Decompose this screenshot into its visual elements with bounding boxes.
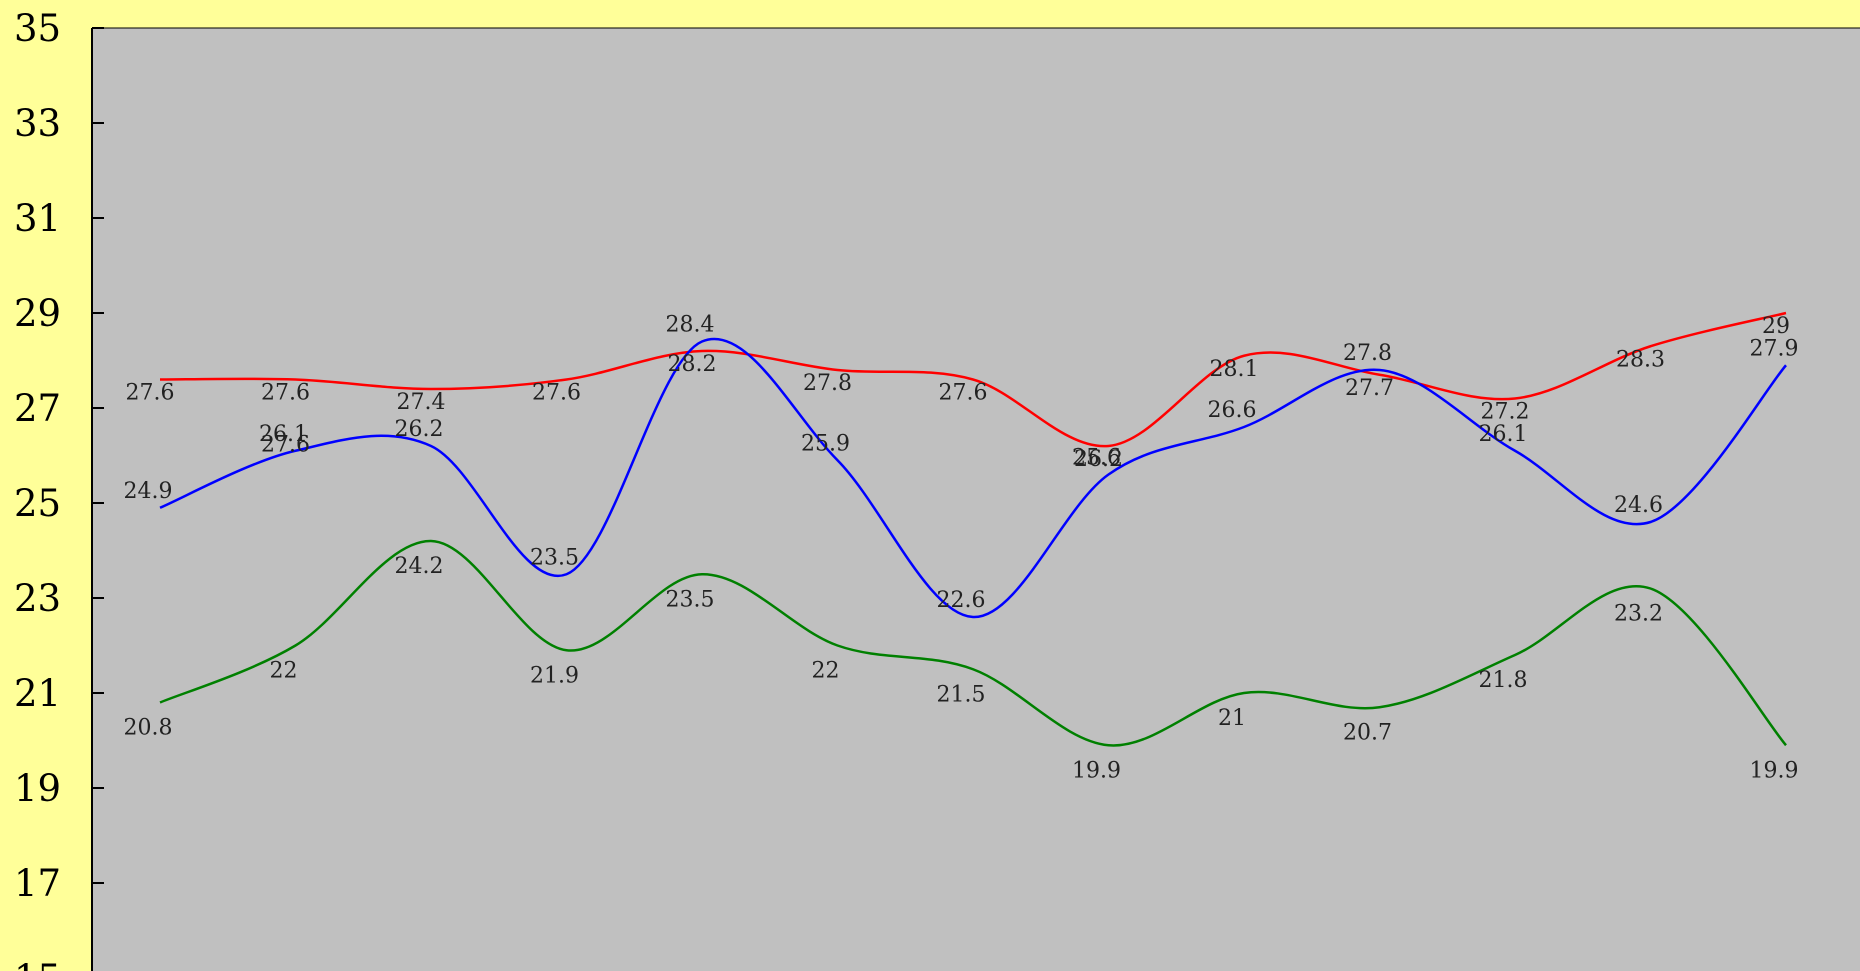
y-tick-label: 23	[14, 577, 61, 620]
data-label: 28.2	[668, 352, 717, 377]
data-label: 27.6	[126, 381, 175, 406]
data-labels: 27.6 27.6 27.4 27.6 28.2 27.8 27.6 26.2 28.1 27.7…	[124, 313, 1799, 784]
data-label: 21	[1218, 706, 1246, 731]
data-label: 21.9	[530, 663, 579, 688]
data-label: 26.6	[1208, 398, 1257, 423]
data-label: 19.9	[1750, 758, 1799, 783]
y-tick-label: 27	[14, 387, 61, 430]
data-label: 29	[1762, 314, 1790, 339]
data-label: 27.4	[397, 390, 446, 415]
data-label: 27.6	[532, 381, 581, 406]
data-label: 24.9	[124, 479, 173, 504]
series-line-2	[159, 539, 1787, 747]
y-tick-label: 31	[14, 197, 61, 240]
data-label: 27.7	[1345, 376, 1394, 401]
y-tick-label: 33	[14, 102, 61, 145]
data-label: 23.2	[1614, 602, 1663, 627]
y-tick-label: 35	[14, 7, 61, 50]
series-lines	[159, 311, 1787, 747]
y-axis: 35 33 31 29 27 25 23 21 19 17 15	[14, 7, 1860, 971]
y-tick-label: 19	[14, 767, 61, 810]
data-label: 21.8	[1479, 668, 1528, 693]
data-label: 28.4	[666, 313, 715, 338]
y-tick-label: 25	[14, 482, 61, 525]
data-label: 26.2	[1074, 447, 1123, 472]
data-label: 28.3	[1616, 347, 1665, 372]
data-label: 28.1	[1210, 357, 1259, 382]
data-label: 23.5	[666, 587, 715, 612]
data-label: 20.7	[1343, 720, 1392, 745]
data-label: 21.5	[937, 682, 986, 707]
y-tick-label: 29	[14, 292, 61, 335]
data-label: 27.8	[1343, 341, 1392, 366]
data-label: 27.2	[1481, 400, 1530, 425]
data-label: 27.8	[803, 371, 852, 396]
series-line-1	[159, 337, 1787, 619]
data-label: 24.2	[395, 554, 444, 579]
series-line-0	[159, 311, 1787, 448]
data-label: 19.9	[1072, 758, 1121, 783]
data-label: 22.6	[937, 588, 986, 613]
y-tick-label: 17	[14, 862, 61, 905]
data-label: 26.2	[395, 417, 444, 442]
data-label: 22	[812, 659, 840, 684]
data-label: 23.5	[530, 545, 579, 570]
y-tick-label: 21	[14, 672, 61, 715]
data-label: 25.6	[1072, 446, 1121, 471]
data-label: 20.8	[124, 716, 173, 741]
data-label: 22	[270, 659, 298, 684]
data-label: 27.6	[261, 381, 310, 406]
data-label: 26.1	[259, 422, 308, 447]
data-label: 25.9	[801, 431, 850, 456]
data-label-extra: 27.6	[261, 433, 310, 458]
data-label: 27.9	[1750, 336, 1799, 361]
y-tick-label: 15	[14, 957, 61, 971]
data-label: 26.1	[1479, 422, 1528, 447]
data-label: 27.6	[939, 381, 988, 406]
data-label: 24.6	[1614, 493, 1663, 518]
plot-area	[92, 28, 1860, 971]
